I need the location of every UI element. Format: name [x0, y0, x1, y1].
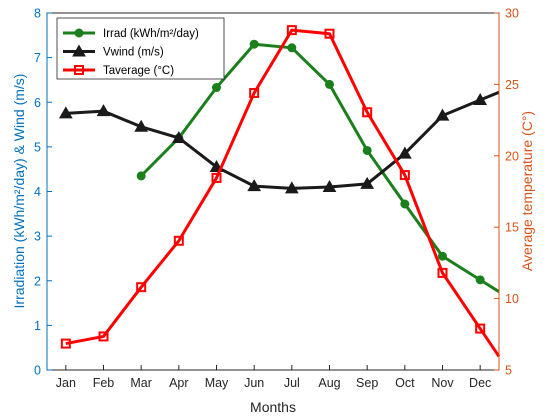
taverage-point	[173, 235, 184, 246]
irrad-point	[136, 171, 146, 181]
x-tick-label: Jul	[284, 376, 300, 390]
x-tick-label: Jan	[56, 376, 76, 390]
vwind-point	[96, 104, 111, 117]
x-tick-label: Oct	[395, 376, 415, 390]
taverage-point	[136, 282, 147, 293]
legend-marker	[74, 65, 84, 75]
vwind-point	[171, 130, 186, 143]
y-axis-right-title: Average temperature (C°)	[519, 111, 535, 271]
taverage-point	[98, 331, 109, 342]
irrad-point	[400, 199, 410, 209]
x-tick-label: Nov	[431, 376, 454, 390]
irrad-point	[438, 251, 447, 261]
legend-entries: Irrad (kWh/m²/day) Vwind (m/s) Taverage (°…	[63, 28, 199, 77]
right-tick-label: 5	[505, 364, 512, 378]
x-axis-title: Months	[250, 399, 296, 415]
taverage-point	[437, 267, 448, 278]
x-tick-label: Feb	[93, 376, 115, 390]
vwind-series	[58, 90, 500, 194]
irrad-point	[475, 275, 485, 285]
vwind-point	[397, 146, 412, 159]
left-tick-label: 8	[34, 7, 41, 21]
taverage-point	[324, 28, 335, 39]
taverage-point	[286, 25, 297, 36]
irrad-point	[362, 145, 372, 155]
taverage-point	[362, 107, 373, 118]
legend-marker	[72, 44, 86, 57]
x-tick-label: May	[205, 376, 229, 390]
right-axis: 5 10 15 20 25 30	[494, 7, 519, 378]
x-tick-label: Aug	[318, 376, 340, 390]
x-tick-label: Sep	[356, 376, 378, 390]
left-tick-label: 4	[34, 185, 41, 199]
right-tick-label: 30	[505, 7, 519, 21]
x-tick-label: Apr	[169, 376, 188, 390]
legend-marker	[74, 28, 84, 38]
taverage-point	[211, 172, 222, 183]
legend-entry-irrad: Irrad (kWh/m²/day)	[63, 28, 199, 40]
left-axis: 0 1 2 3 4 5 6 7 8	[34, 7, 52, 378]
right-tick-label: 15	[505, 221, 519, 235]
x-tick-label: Jun	[244, 376, 264, 390]
taverage-point	[60, 338, 71, 349]
taverage-series	[60, 25, 501, 358]
taverage-line	[65, 28, 501, 358]
taverage-point	[475, 323, 486, 334]
x-tick-label: Dec	[469, 376, 491, 390]
legend-entry-taverage: Taverage (°C)	[63, 65, 174, 77]
vwind-point	[58, 106, 73, 119]
irrad-point	[249, 39, 259, 49]
legend: Irrad (kWh/m²/day) Vwind (m/s) Taverage (°…	[56, 17, 225, 80]
series-layer	[58, 25, 501, 358]
legend-label: Vwind (m/s)	[103, 47, 164, 59]
left-tick-label: 6	[34, 96, 41, 110]
right-tick-label: 20	[505, 149, 519, 163]
vwind-point	[360, 176, 375, 189]
right-tick-label: 10	[505, 292, 519, 306]
vwind-point	[473, 93, 488, 106]
vwind-point	[322, 180, 337, 193]
vwind-point	[284, 181, 299, 194]
irrad-point	[212, 83, 221, 93]
legend-label: Taverage (°C)	[103, 65, 174, 77]
x-axis: Jan Feb Mar Apr May Jun Jul Aug Sep Oct Nov Dec	[56, 365, 491, 390]
right-tick-label: 25	[505, 78, 519, 92]
vwind-point	[134, 119, 149, 132]
irrad-point	[287, 43, 297, 53]
taverage-point	[399, 170, 410, 181]
irrad-point	[325, 79, 334, 89]
left-tick-label: 0	[34, 364, 41, 378]
vwind-point	[247, 179, 262, 192]
vwind-point	[435, 108, 450, 121]
left-tick-label: 2	[34, 274, 41, 288]
left-tick-label: 7	[34, 51, 41, 65]
left-tick-label: 1	[34, 319, 41, 333]
taverage-point	[249, 87, 260, 98]
y-axis-left-title: Irradiation (kWh/m²/day) & Wind (m/s)	[11, 74, 27, 309]
left-tick-label: 5	[34, 140, 41, 154]
left-tick-label: 3	[34, 230, 41, 244]
x-tick-label: Mar	[130, 376, 152, 390]
legend-label: Irrad (kWh/m²/day)	[103, 28, 199, 40]
legend-entry-vwind: Vwind (m/s)	[63, 44, 164, 59]
